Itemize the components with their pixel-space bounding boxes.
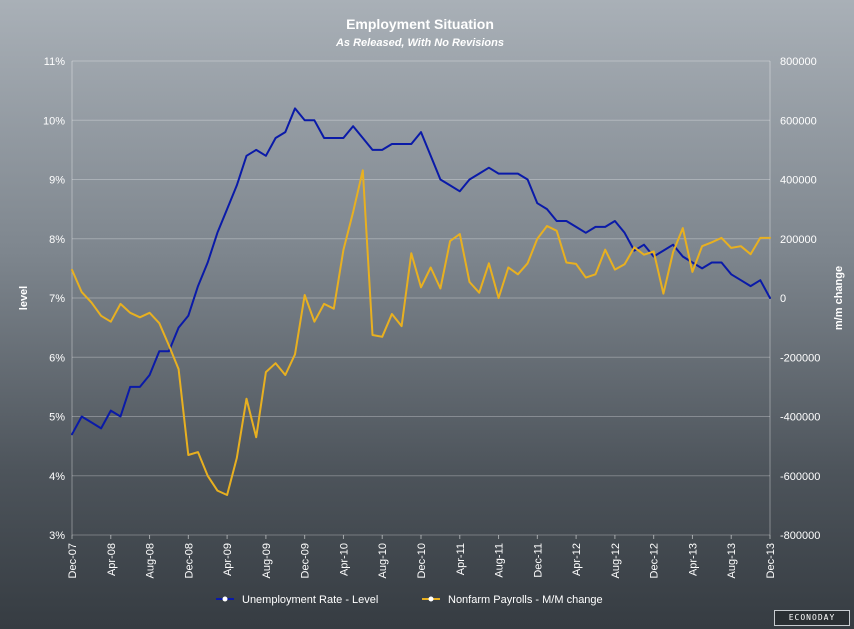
right-tick-label: 0	[780, 293, 786, 305]
legend-label-unemployment: Unemployment Rate - Level	[242, 594, 378, 606]
x-tick-label: Aug-11	[494, 543, 506, 578]
left-tick-label: 5%	[49, 412, 65, 424]
right-tick-label: -200000	[780, 352, 820, 364]
unemployment-rate-line	[71, 107, 771, 436]
x-tick-label: Aug-08	[145, 543, 157, 578]
nonfarm-payrolls-line	[71, 169, 771, 496]
x-tick-label: Dec-08	[183, 543, 195, 578]
chart-subtitle: As Released, With No Revisions	[335, 37, 504, 49]
x-tick-label: Aug-10	[377, 543, 389, 578]
econoday-logo: ECONODAY	[774, 610, 850, 626]
right-tick-label: -600000	[780, 471, 820, 483]
legend-marker-unemployment	[222, 596, 228, 602]
legend-item-unemployment[interactable]: Unemployment Rate - Level	[216, 594, 378, 606]
left-tick-label: 10%	[43, 115, 65, 127]
x-axis-ticks: Dec-07 Apr-08 Aug-08 Dec-08 Apr-09 Aug-09 Dec-…	[67, 535, 777, 578]
x-tick-label: Apr-08	[106, 543, 118, 576]
left-tick-label: 7%	[49, 293, 65, 305]
right-tick-label: 600000	[780, 115, 817, 127]
x-tick-label: Apr-11	[455, 543, 467, 575]
x-tick-label: Dec-07	[67, 543, 79, 578]
x-tick-label: Apr-09	[222, 543, 234, 576]
x-tick-label: Dec-10	[416, 543, 428, 578]
right-axis-ticks: -800000 -600000 -400000 -200000 0 200000 40000…	[780, 56, 820, 542]
left-tick-label: 6%	[49, 352, 65, 364]
legend-item-payrolls[interactable]: Nonfarm Payrolls - M/M change	[422, 594, 603, 606]
grid	[71, 60, 771, 536]
x-tick-label: Apr-13	[687, 543, 699, 576]
legend-label-payrolls: Nonfarm Payrolls - M/M change	[448, 594, 603, 606]
x-tick-label: Dec-09	[300, 543, 312, 578]
x-tick-label: Dec-12	[649, 543, 661, 578]
right-tick-label: 400000	[780, 175, 817, 187]
right-tick-label: -400000	[780, 412, 820, 424]
x-tick-label: Aug-13	[726, 543, 738, 578]
x-tick-label: Dec-13	[765, 543, 777, 578]
left-axis-ticks: 3% 4% 5% 6% 7% 8% 9% 10% 11%	[43, 56, 65, 542]
x-tick-label: Apr-10	[338, 543, 350, 576]
right-axis-label: m/m change	[833, 266, 845, 330]
left-tick-label: 3%	[49, 530, 65, 542]
right-tick-label: 800000	[780, 56, 817, 68]
x-tick-label: Aug-12	[610, 543, 622, 578]
left-tick-label: 4%	[49, 471, 65, 483]
right-tick-label: -800000	[780, 530, 820, 542]
x-tick-label: Apr-12	[571, 543, 583, 576]
legend: Unemployment Rate - Level Nonfarm Payrol…	[216, 594, 603, 606]
legend-marker-payrolls	[428, 596, 434, 602]
left-tick-label: 11%	[44, 56, 65, 68]
left-tick-label: 9%	[49, 175, 65, 187]
x-tick-label: Aug-09	[261, 543, 273, 578]
left-tick-label: 8%	[49, 234, 65, 246]
series-lines	[71, 107, 771, 496]
chart-title: Employment Situation	[346, 16, 494, 32]
x-tick-label: Dec-11	[532, 543, 544, 578]
left-axis-label: level	[18, 286, 30, 310]
right-tick-label: 200000	[780, 234, 817, 246]
